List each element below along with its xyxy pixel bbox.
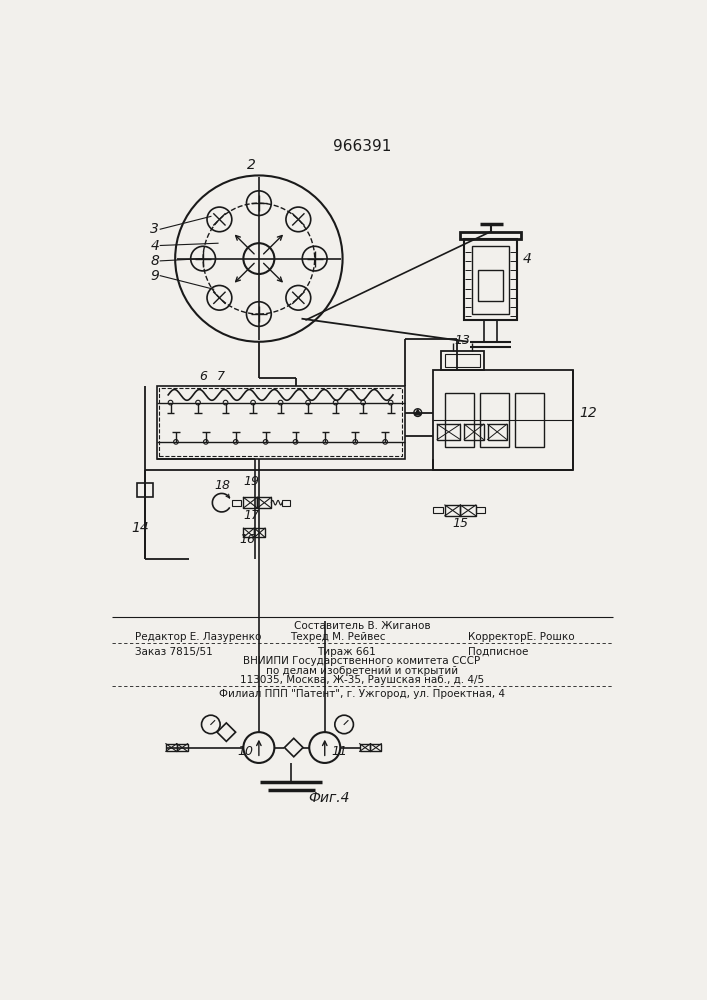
Bar — [437, 424, 460, 440]
Text: Составитель В. Жиганов: Составитель В. Жиганов — [293, 621, 431, 631]
Text: 17: 17 — [243, 509, 259, 522]
Text: 15: 15 — [452, 517, 468, 530]
Bar — [445, 393, 474, 447]
Text: Фиг.4: Фиг.4 — [308, 791, 349, 805]
Bar — [460, 505, 476, 516]
Text: 16: 16 — [240, 533, 255, 546]
Text: 13: 13 — [455, 334, 471, 347]
Bar — [257, 497, 271, 508]
Text: 113035, Москва, Ж-35, Раушская наб., д. 4/5: 113035, Москва, Ж-35, Раушская наб., д. … — [240, 675, 484, 685]
Text: 4: 4 — [151, 239, 159, 253]
Bar — [476, 507, 485, 513]
Bar — [484, 320, 497, 342]
Text: 966391: 966391 — [333, 139, 391, 154]
Bar — [255, 528, 265, 537]
Bar — [480, 393, 509, 447]
Text: Техред М. Рейвес: Техред М. Рейвес — [290, 632, 385, 642]
Bar — [360, 744, 370, 751]
Text: 9: 9 — [151, 269, 159, 283]
Text: 11: 11 — [331, 745, 347, 758]
Text: 6: 6 — [199, 370, 207, 383]
Bar — [137, 483, 153, 497]
Bar — [460, 232, 521, 239]
Text: Тираж 661: Тираж 661 — [317, 647, 375, 657]
Bar — [433, 507, 443, 513]
Bar — [515, 393, 544, 447]
Bar — [156, 386, 404, 459]
Bar — [488, 424, 507, 440]
Bar — [441, 351, 484, 370]
Bar — [232, 500, 241, 506]
Bar — [370, 744, 381, 751]
Bar — [464, 424, 484, 440]
Text: Филиал ППП "Патент", г. Ужгород, ул. Проектная, 4: Филиал ППП "Патент", г. Ужгород, ул. Про… — [219, 689, 505, 699]
Text: 10: 10 — [237, 745, 253, 758]
Bar — [445, 505, 460, 516]
Text: 7: 7 — [217, 370, 225, 383]
Bar — [445, 354, 480, 367]
Bar — [243, 497, 257, 508]
Text: Редактор Е. Лазуренко: Редактор Е. Лазуренко — [135, 632, 262, 642]
Bar — [282, 500, 290, 506]
Text: 8: 8 — [151, 254, 159, 268]
Bar — [433, 370, 573, 470]
Polygon shape — [414, 410, 421, 415]
Text: ВНИИПИ Государственного комитета СССР: ВНИИПИ Государственного комитета СССР — [243, 656, 481, 666]
Text: Подписное: Подписное — [468, 647, 529, 657]
Bar — [478, 270, 503, 301]
Text: 12: 12 — [579, 406, 597, 420]
Text: по делам изобретений и открытий: по делам изобретений и открытий — [266, 666, 458, 676]
Text: 2: 2 — [247, 158, 255, 172]
Bar — [177, 744, 187, 751]
Bar — [166, 744, 177, 751]
Text: 3: 3 — [151, 222, 159, 236]
Text: 19: 19 — [243, 475, 259, 488]
Text: 14: 14 — [131, 521, 148, 535]
Bar — [472, 246, 509, 314]
Text: КорректорЕ. Рошко: КорректорЕ. Рошко — [468, 632, 575, 642]
Bar — [243, 528, 255, 537]
Text: 18: 18 — [214, 479, 230, 492]
Text: 4: 4 — [523, 252, 532, 266]
Bar — [464, 239, 517, 320]
Bar — [159, 388, 402, 456]
Text: Заказ 7815/51: Заказ 7815/51 — [135, 647, 213, 657]
